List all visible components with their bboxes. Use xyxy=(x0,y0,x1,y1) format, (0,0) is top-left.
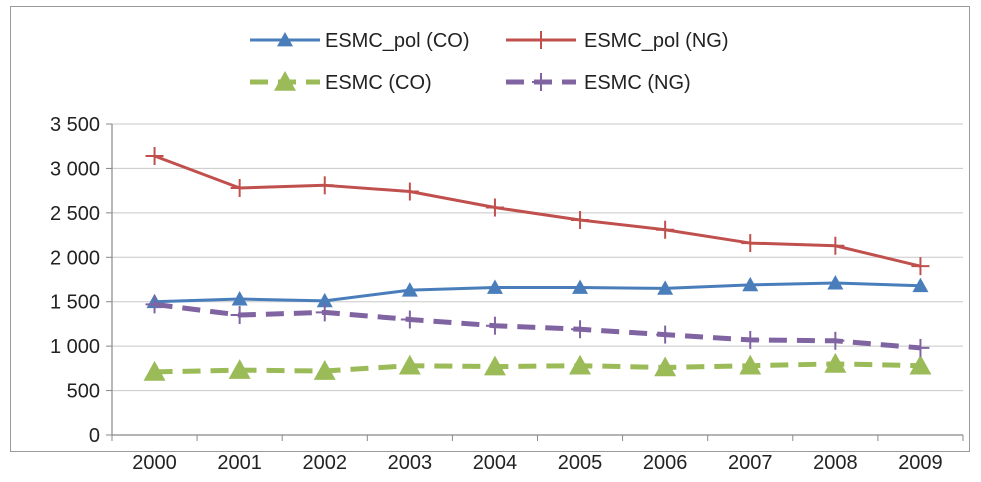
data-point xyxy=(401,282,418,297)
data-point xyxy=(230,306,249,325)
data-point xyxy=(909,354,932,375)
legend-label: ESMC_pol (CO) xyxy=(325,30,469,52)
series-layer xyxy=(143,146,932,381)
series-0 xyxy=(146,275,929,309)
x-tick-label: 2006 xyxy=(643,452,688,474)
data-point xyxy=(656,220,675,239)
data-point xyxy=(571,320,590,339)
series-line xyxy=(154,361,921,375)
data-point xyxy=(231,291,248,306)
data-point xyxy=(228,359,251,379)
data-point xyxy=(315,176,334,195)
x-tick-label: 2005 xyxy=(558,452,603,474)
data-point xyxy=(483,355,506,376)
y-tick-label: 3 500 xyxy=(50,114,100,136)
legend-item: ESMC_pol (CO) xyxy=(250,30,469,52)
x-tick-label: 2003 xyxy=(388,452,433,474)
data-point xyxy=(313,360,336,380)
y-tick-label: 1 000 xyxy=(50,336,100,358)
legend: ESMC_pol (CO) ESMC_pol (NG) ESMC (CO) ESMC … xyxy=(250,30,728,94)
data-point xyxy=(572,279,589,294)
x-tick-label: 2002 xyxy=(303,452,348,474)
data-point xyxy=(400,182,419,201)
data-point xyxy=(739,354,762,375)
data-point xyxy=(532,31,550,49)
series-line xyxy=(154,301,921,351)
data-point xyxy=(912,277,929,293)
x-tick-label: 2008 xyxy=(813,452,858,474)
data-point xyxy=(274,71,296,91)
y-tick-label: 500 xyxy=(67,381,100,403)
data-point xyxy=(911,338,930,357)
x-tick-label: 2000 xyxy=(132,452,177,474)
legend-label: ESMC_pol (NG) xyxy=(584,30,728,52)
legend-item: ESMC_pol (NG) xyxy=(506,30,728,52)
y-tick-label: 0 xyxy=(89,425,100,447)
y-tick-label: 2 000 xyxy=(50,247,100,269)
data-point xyxy=(654,356,677,377)
data-point xyxy=(741,234,760,253)
data-point xyxy=(569,354,592,375)
data-point xyxy=(400,310,419,329)
data-point xyxy=(532,73,550,91)
data-point xyxy=(485,198,504,217)
series-line xyxy=(154,281,921,304)
data-point xyxy=(143,360,166,381)
x-tick-label: 2001 xyxy=(217,452,262,474)
y-axis-ticks: 0 500 1 000 1 500 2 000 2 500 3 000 3 500 xyxy=(50,114,112,447)
data-point xyxy=(485,316,504,335)
data-point xyxy=(316,292,333,308)
data-point xyxy=(741,330,760,349)
series-2 xyxy=(143,352,932,381)
x-tick-label: 2007 xyxy=(728,452,773,474)
x-axis-ticks: 2000 2001 2002 2003 2004 2005 2006 2007 2008 2009 xyxy=(111,435,964,474)
y-tick-label: 2 500 xyxy=(50,203,100,225)
y-tick-label: 1 500 xyxy=(50,292,100,314)
legend-label: ESMC (CO) xyxy=(325,72,432,94)
data-point xyxy=(742,276,759,292)
data-point xyxy=(824,352,847,373)
x-tick-label: 2009 xyxy=(898,452,943,474)
legend-item: ESMC (NG) xyxy=(506,72,691,94)
data-point xyxy=(657,280,674,295)
series-1 xyxy=(145,146,930,276)
data-point xyxy=(826,331,845,350)
data-point xyxy=(911,257,930,276)
data-point xyxy=(827,275,844,290)
gridlines xyxy=(112,123,963,392)
data-point xyxy=(230,178,249,197)
data-point xyxy=(315,303,334,322)
data-point xyxy=(571,210,590,229)
data-point xyxy=(145,295,164,314)
legend-item: ESMC (CO) xyxy=(250,71,432,94)
data-point xyxy=(277,32,293,47)
series-line xyxy=(154,154,921,268)
data-point xyxy=(826,236,845,255)
data-point xyxy=(656,325,675,344)
legend-label: ESMC (NG) xyxy=(584,72,691,94)
data-point xyxy=(145,146,164,165)
data-point xyxy=(486,279,503,294)
data-point xyxy=(398,354,421,375)
x-tick-label: 2004 xyxy=(473,452,518,474)
series-3 xyxy=(145,295,930,357)
chart-frame xyxy=(10,6,970,452)
y-tick-label: 3 000 xyxy=(50,158,100,180)
